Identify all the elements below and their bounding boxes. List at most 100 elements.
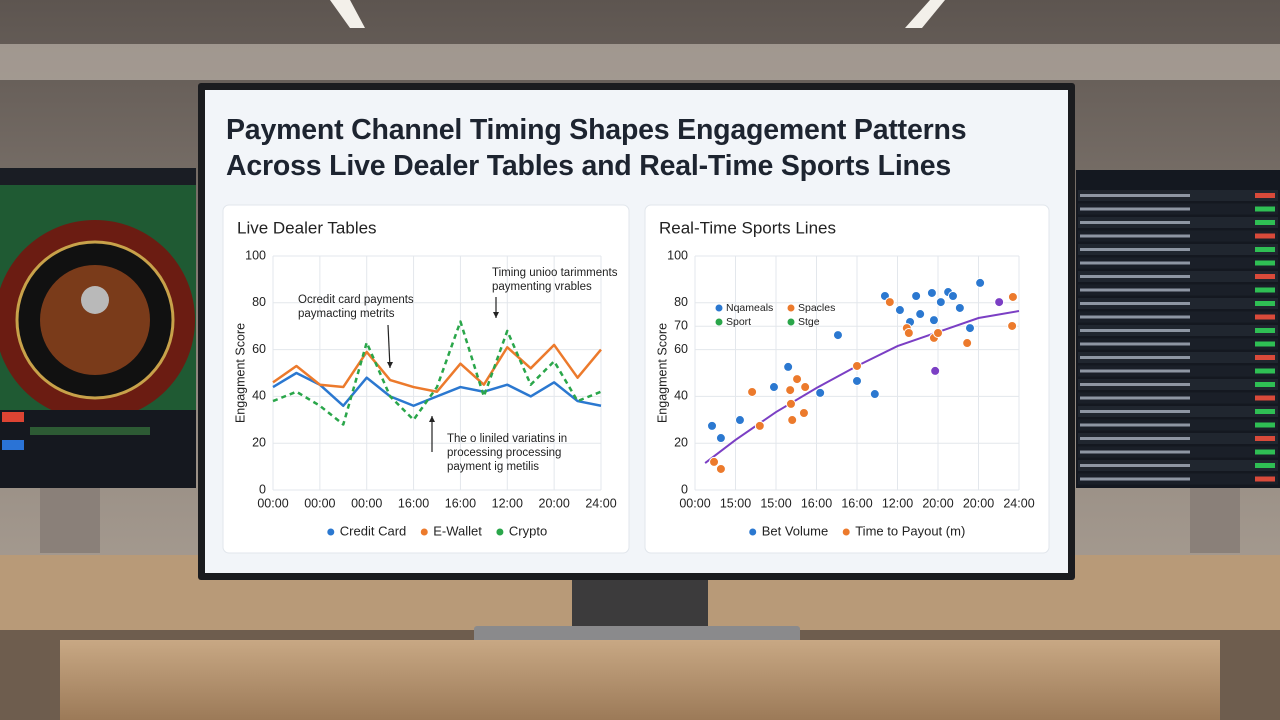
odds-cell xyxy=(1255,422,1275,428)
point xyxy=(715,433,726,444)
y-tick-label: 60 xyxy=(252,342,266,356)
annotation: payment ig metilis xyxy=(447,461,539,473)
stand xyxy=(40,488,100,553)
point xyxy=(832,330,843,341)
odds-text xyxy=(1080,356,1190,359)
point xyxy=(964,323,975,334)
point xyxy=(707,420,718,431)
point xyxy=(787,415,798,426)
odds-text xyxy=(1080,275,1190,278)
point xyxy=(852,375,862,386)
annotation: paymenting vrables xyxy=(492,281,592,293)
odds-cell xyxy=(1255,314,1275,320)
odds-text xyxy=(1080,477,1190,481)
point xyxy=(709,456,720,467)
odds-cell xyxy=(1255,395,1275,401)
annotation: paymacting metrits xyxy=(298,308,395,320)
odds-text xyxy=(1080,302,1190,305)
odds-text xyxy=(1080,369,1190,373)
badge xyxy=(2,412,24,422)
point xyxy=(785,398,796,409)
roulette-spindle xyxy=(81,286,109,314)
point xyxy=(852,360,862,371)
inset-legend-swatch xyxy=(715,318,723,326)
x-tick-label: 24:00 xyxy=(585,496,616,510)
odds-text xyxy=(1080,194,1190,197)
x-tick-label: 20:00 xyxy=(539,496,570,510)
odds-rows xyxy=(1078,190,1278,485)
legend-label: Time to Payout (m) xyxy=(855,523,965,538)
odds-cell xyxy=(1255,247,1275,252)
arrow-head xyxy=(493,312,499,318)
point xyxy=(926,287,937,298)
y-tick-label: 40 xyxy=(674,389,688,403)
roulette-center xyxy=(40,265,150,375)
desk xyxy=(60,640,1220,720)
legend-swatch xyxy=(420,528,428,536)
arrow-head xyxy=(429,416,435,422)
series-line xyxy=(272,320,602,426)
y-axis-label: Engagment Score xyxy=(655,323,669,423)
legend-label: Crypto xyxy=(509,523,547,538)
legend-label: E-Wallet xyxy=(433,523,482,538)
x-tick-label: 12:00 xyxy=(492,496,523,510)
x-tick-label: 16:00 xyxy=(398,496,429,510)
odds-cell xyxy=(1255,193,1275,198)
odds-cell xyxy=(1255,206,1275,212)
point xyxy=(869,389,880,400)
odds-text xyxy=(1080,315,1190,319)
inset-legend-label: Stge xyxy=(798,316,820,328)
x-tick-label: 00:00 xyxy=(257,496,288,510)
series-line xyxy=(272,371,602,408)
ui-row xyxy=(30,427,150,435)
series-line xyxy=(272,343,602,393)
point xyxy=(792,374,803,385)
odds-text xyxy=(1080,221,1190,224)
odds-text xyxy=(1080,234,1190,238)
inset-legend-swatch xyxy=(787,318,795,326)
x-tick-label: 00:00 xyxy=(304,496,335,510)
y-tick-label: 80 xyxy=(674,295,688,309)
point xyxy=(768,382,779,393)
y-tick-label: 70 xyxy=(674,318,688,332)
point xyxy=(800,382,811,393)
x-tick-label: 15:00 xyxy=(760,496,791,510)
y-tick-label: 0 xyxy=(259,482,266,496)
wall-panel xyxy=(0,44,1280,80)
legend-swatch xyxy=(842,528,850,536)
point xyxy=(962,338,973,349)
ceiling-light xyxy=(905,0,945,28)
legend-swatch xyxy=(749,528,757,536)
x-tick-label: 00:00 xyxy=(679,496,710,510)
inset-legend-label: Nqameals xyxy=(726,302,773,314)
point xyxy=(933,327,943,338)
legend: Credit Card E-Wallet Crypto xyxy=(327,523,547,538)
point xyxy=(715,463,726,474)
point xyxy=(903,327,914,338)
x-tick-label: 12:00 xyxy=(882,496,913,510)
y-tick-label: 20 xyxy=(252,435,266,449)
odds-cell xyxy=(1255,463,1275,468)
y-axis-label: Engagment Score xyxy=(233,323,247,423)
odds-text xyxy=(1080,437,1190,440)
monitor-neck xyxy=(572,578,708,630)
odds-cell xyxy=(1255,301,1275,306)
odds-cell xyxy=(1255,409,1275,414)
y-tick-label: 80 xyxy=(252,295,266,309)
legend-label: Credit Card xyxy=(340,523,406,538)
annotation: The o liniled variatins in xyxy=(447,433,567,445)
y-tick-label: 20 xyxy=(674,435,688,449)
odds-text xyxy=(1080,288,1190,292)
point xyxy=(928,315,939,326)
odds-cell xyxy=(1255,341,1275,347)
page-title: Payment Channel Timing Shapes Engagement… xyxy=(226,114,967,182)
point xyxy=(815,387,826,398)
panel-title: Live Dealer Tables xyxy=(237,218,377,237)
point xyxy=(930,365,941,376)
inset-legend-swatch xyxy=(787,304,795,312)
annotation: Ocredit card payments xyxy=(298,294,414,306)
legend-label: Bet Volume xyxy=(762,523,829,538)
stand xyxy=(1190,488,1240,553)
odds-cell xyxy=(1255,233,1275,239)
